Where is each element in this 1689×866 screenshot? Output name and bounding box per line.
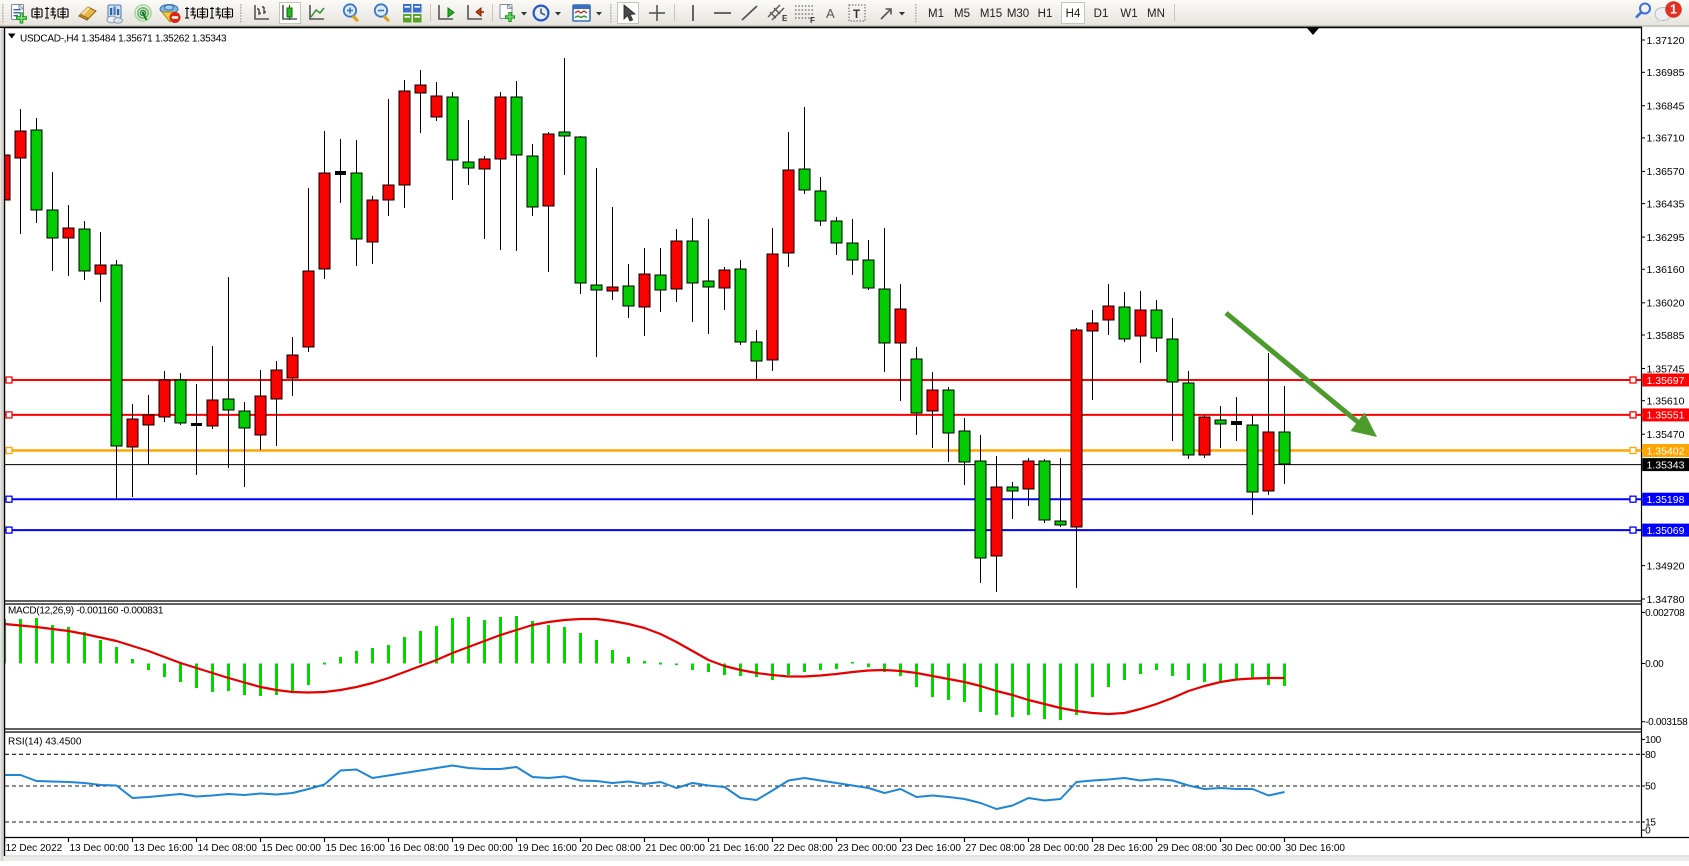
svg-text:1.35402: 1.35402 <box>1647 445 1685 457</box>
svg-text:22 Dec 08:00: 22 Dec 08:00 <box>774 843 834 854</box>
svg-text:1.35069: 1.35069 <box>1647 525 1685 537</box>
svg-text:1.35551: 1.35551 <box>1647 410 1685 422</box>
svg-text:1.36985: 1.36985 <box>1647 67 1685 79</box>
svg-text:M5: M5 <box>954 8 970 20</box>
svg-text:W1: W1 <box>1120 8 1137 20</box>
svg-text:1.34780: 1.34780 <box>1647 594 1685 606</box>
svg-text:1.36020: 1.36020 <box>1647 298 1685 310</box>
svg-text:12 Dec 2022: 12 Dec 2022 <box>6 843 63 854</box>
svg-text:USDCAD-,H4 1.35484 1.35671 1.: USDCAD-,H4 1.35484 1.35671 1.35262 1.353… <box>20 34 227 45</box>
svg-text:1.34920: 1.34920 <box>1647 560 1685 572</box>
svg-text:MACD(12,26,9) -0.001160 -0.000: MACD(12,26,9) -0.001160 -0.000831 <box>8 606 164 617</box>
svg-text:1.35885: 1.35885 <box>1647 330 1685 342</box>
svg-text:RSI(14) 43.4500: RSI(14) 43.4500 <box>8 737 82 748</box>
svg-text:1: 1 <box>1670 3 1677 17</box>
svg-text:M15: M15 <box>980 8 1002 20</box>
svg-text:30 Dec 00:00: 30 Dec 00:00 <box>1222 843 1282 854</box>
svg-text:0.00: 0.00 <box>1645 659 1664 670</box>
svg-text:H1: H1 <box>1038 8 1053 20</box>
svg-text:T: T <box>853 9 860 21</box>
svg-text:28 Dec 16:00: 28 Dec 16:00 <box>1094 843 1154 854</box>
svg-text:20 Dec 08:00: 20 Dec 08:00 <box>582 843 642 854</box>
svg-text:1.35198: 1.35198 <box>1647 494 1685 506</box>
svg-text:21 Dec 16:00: 21 Dec 16:00 <box>710 843 770 854</box>
svg-text:0.002708: 0.002708 <box>1645 608 1685 619</box>
svg-text:1.36710: 1.36710 <box>1647 133 1685 145</box>
svg-text:15 Dec 00:00: 15 Dec 00:00 <box>262 843 322 854</box>
svg-text:1.35697: 1.35697 <box>1647 375 1685 387</box>
svg-text:D1: D1 <box>1094 8 1109 20</box>
svg-text:27 Dec 08:00: 27 Dec 08:00 <box>966 843 1026 854</box>
svg-text:100: 100 <box>1645 735 1662 746</box>
svg-text:1.36570: 1.36570 <box>1647 166 1685 178</box>
svg-text:H4: H4 <box>1066 8 1081 20</box>
svg-text:30 Dec 16:00: 30 Dec 16:00 <box>1286 843 1346 854</box>
svg-text:1.35343: 1.35343 <box>1647 459 1685 471</box>
svg-text:F: F <box>810 16 815 25</box>
svg-text:1.36295: 1.36295 <box>1647 232 1685 244</box>
svg-text:A: A <box>826 6 835 21</box>
svg-text:1.36435: 1.36435 <box>1647 198 1685 210</box>
svg-text:50: 50 <box>1645 782 1656 793</box>
svg-text:1.35470: 1.35470 <box>1647 429 1685 441</box>
svg-text:13 Dec 16:00: 13 Dec 16:00 <box>134 843 194 854</box>
svg-text:MN: MN <box>1147 8 1165 20</box>
svg-text:1.37120: 1.37120 <box>1647 35 1685 47</box>
svg-text:1.35610: 1.35610 <box>1647 396 1685 408</box>
svg-text:80: 80 <box>1645 750 1656 761</box>
svg-text:E: E <box>782 14 788 23</box>
svg-text:15 Dec 16:00: 15 Dec 16:00 <box>326 843 386 854</box>
svg-text:1.36160: 1.36160 <box>1647 264 1685 276</box>
svg-text:1.35745: 1.35745 <box>1647 363 1685 375</box>
svg-text:M1: M1 <box>928 8 944 20</box>
svg-text:14 Dec 08:00: 14 Dec 08:00 <box>198 843 258 854</box>
svg-text:28 Dec 00:00: 28 Dec 00:00 <box>1030 843 1090 854</box>
svg-text:21 Dec 00:00: 21 Dec 00:00 <box>646 843 706 854</box>
svg-text:16 Dec 08:00: 16 Dec 08:00 <box>390 843 450 854</box>
svg-text:23 Dec 16:00: 23 Dec 16:00 <box>902 843 962 854</box>
svg-text:29 Dec 08:00: 29 Dec 08:00 <box>1158 843 1218 854</box>
svg-text:1.36845: 1.36845 <box>1647 101 1685 113</box>
svg-text:15: 15 <box>1645 818 1656 829</box>
svg-text:23 Dec 00:00: 23 Dec 00:00 <box>838 843 898 854</box>
svg-text:19 Dec 16:00: 19 Dec 16:00 <box>518 843 578 854</box>
svg-text:13 Dec 00:00: 13 Dec 00:00 <box>70 843 130 854</box>
svg-text:0: 0 <box>1645 826 1651 837</box>
svg-text:19 Dec 00:00: 19 Dec 00:00 <box>454 843 514 854</box>
svg-text:M30: M30 <box>1007 8 1029 20</box>
svg-text:-0.003158: -0.003158 <box>1645 717 1688 728</box>
